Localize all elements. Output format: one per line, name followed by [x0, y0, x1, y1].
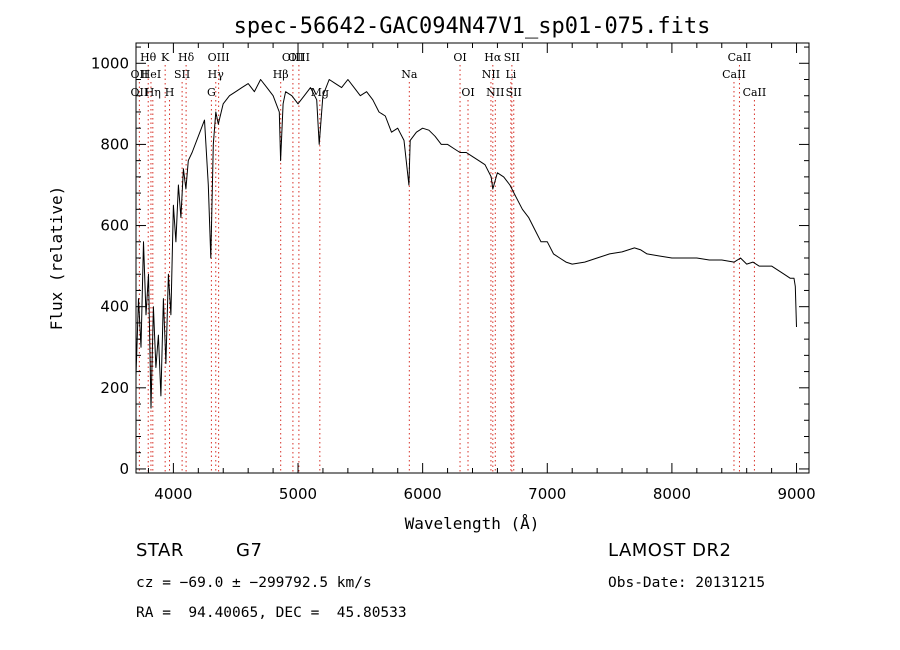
spectral-line-label: Hβ — [273, 68, 289, 81]
chart-title: spec-56642-GAC094N47V1_sp01-075.fits — [234, 14, 711, 39]
spectral-line-label: NII — [482, 68, 500, 81]
x-tick-label: 6000 — [404, 485, 442, 503]
spectral-line-label: Hη — [145, 86, 161, 99]
spectral-line-label: SII — [174, 68, 190, 81]
spectral-line-label: Hδ — [178, 51, 195, 64]
survey-name: LAMOST DR2 — [608, 540, 732, 561]
spectral-line-label: Na — [401, 68, 418, 81]
spectral-line-label: SII — [504, 51, 520, 64]
spectral-line-label: Mg — [311, 86, 329, 99]
coordinates: RA = 94.40065, DEC = 45.80533 — [136, 605, 407, 621]
x-tick-label: 4000 — [154, 485, 192, 503]
object-subclass: G7 — [236, 540, 263, 561]
object-class: STAR — [136, 540, 184, 561]
x-tick-label: 7000 — [528, 485, 566, 503]
y-tick-label: 600 — [100, 217, 129, 235]
y-tick-label: 0 — [119, 460, 129, 478]
spectral-line-label: G — [207, 86, 216, 99]
observation-date: Obs-Date: 20131215 — [608, 575, 766, 591]
spectral-line-label: K — [161, 51, 170, 64]
spectral-line-label: Li — [505, 68, 516, 81]
x-tick-label: 5000 — [279, 485, 317, 503]
spectral-line-label: OI — [453, 51, 466, 64]
y-axis-ticks: 0 200 400 600 800 1000 — [91, 46, 809, 478]
spectral-line-label: OIII — [282, 51, 304, 64]
y-tick-label: 800 — [100, 135, 129, 153]
redshift-value: cz = −69.0 ± −299792.5 km/s — [136, 575, 372, 591]
y-axis-label: Flux (relative) — [47, 186, 66, 331]
x-tick-label: 8000 — [653, 485, 691, 503]
y-tick-label: 200 — [100, 379, 129, 397]
spectral-line-label: CaII — [743, 86, 767, 99]
y-tick-label: 1000 — [91, 54, 129, 72]
spectral-line-label: OII — [131, 86, 149, 99]
spectral-line-label: SII — [506, 86, 522, 99]
spectral-line-label: H — [165, 86, 175, 99]
spectrum-line — [135, 79, 797, 409]
spectral-line-label: Hα — [484, 51, 502, 64]
spectral-line-label: OI — [461, 86, 474, 99]
spectral-line-label: Hθ — [140, 51, 157, 64]
x-axis-label: Wavelength (Å) — [405, 514, 540, 533]
y-tick-label: 400 — [100, 298, 129, 316]
spectral-line-label: CaII — [728, 51, 752, 64]
spectrum-trace — [135, 79, 797, 409]
plot-frame — [135, 42, 810, 474]
spectral-line-label: OII — [131, 68, 149, 81]
spectral-line-label: OIII — [208, 51, 230, 64]
x-axis-ticks: 4000 5000 6000 7000 8000 9000 — [147, 43, 816, 503]
x-tick-label: 9000 — [777, 485, 815, 503]
spectral-line-label: Hγ — [208, 68, 225, 81]
spectral-line-label: HeI — [141, 68, 161, 81]
spectral-line-label: CaII — [722, 68, 746, 81]
spectral-line-label: NII — [486, 86, 504, 99]
spectral-line-label: OIII — [288, 51, 310, 64]
